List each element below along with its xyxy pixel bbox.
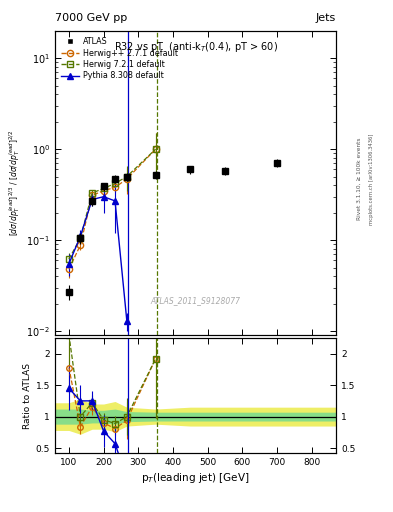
Text: R32 vs pT  (anti-k$_{T}$(0.4), pT > 60): R32 vs pT (anti-k$_{T}$(0.4), pT > 60): [114, 40, 277, 54]
Text: Jets: Jets: [316, 13, 336, 23]
Text: 7000 GeV pp: 7000 GeV pp: [55, 13, 127, 23]
Y-axis label: Ratio to ATLAS: Ratio to ATLAS: [23, 362, 31, 429]
Y-axis label: $[d\sigma/dp_T^{lead}]^{2/3}$ / $[d\sigma/dp_T^{lead}]^{2/2}$: $[d\sigma/dp_T^{lead}]^{2/3}$ / $[d\sigm…: [7, 130, 22, 236]
Text: ATLAS_2011_S9128077: ATLAS_2011_S9128077: [151, 296, 241, 305]
Text: mcplots.cern.ch [arXiv:1306.3436]: mcplots.cern.ch [arXiv:1306.3436]: [369, 134, 374, 225]
X-axis label: p$_{T}$(leading jet) [GeV]: p$_{T}$(leading jet) [GeV]: [141, 471, 250, 485]
Text: Rivet 3.1.10, ≥ 100k events: Rivet 3.1.10, ≥ 100k events: [357, 138, 362, 221]
Legend: ATLAS, Herwig++ 2.7.1 default, Herwig 7.2.1 default, Pythia 8.308 default: ATLAS, Herwig++ 2.7.1 default, Herwig 7.…: [59, 35, 181, 83]
